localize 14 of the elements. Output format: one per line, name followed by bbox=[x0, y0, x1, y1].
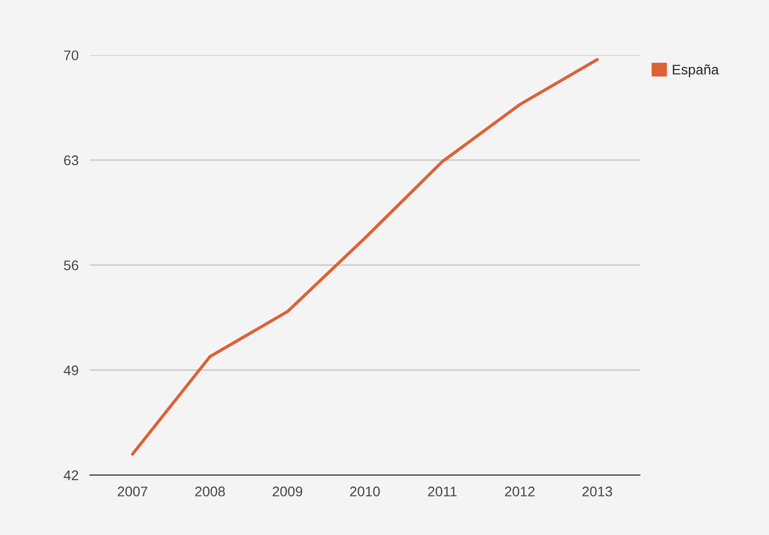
x-tick-label: 2012 bbox=[505, 486, 535, 496]
y-tick-label: 42 bbox=[64, 470, 78, 480]
x-tick-label: 2007 bbox=[118, 486, 148, 496]
x-tick-label: 2008 bbox=[195, 486, 225, 496]
y-tick-label: 63 bbox=[64, 155, 78, 166]
line-series bbox=[131, 58, 599, 456]
y-tick-label: 56 bbox=[64, 260, 78, 270]
x-tick-label: 2011 bbox=[428, 486, 457, 496]
y-tick-label: 70 bbox=[64, 50, 78, 60]
y-tick-label: 49 bbox=[64, 365, 78, 376]
x-tick-label: 2009 bbox=[272, 486, 302, 496]
x-tick-label: 2013 bbox=[582, 486, 612, 496]
legend-label: España bbox=[672, 64, 719, 78]
x-tick-label: 2010 bbox=[350, 486, 380, 496]
